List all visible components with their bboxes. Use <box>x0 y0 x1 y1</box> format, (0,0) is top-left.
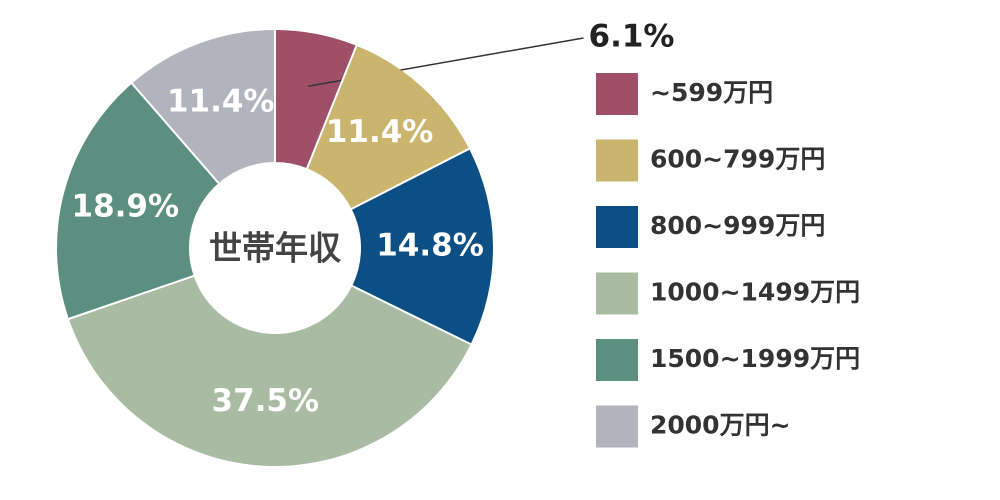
slice-separator <box>306 45 358 169</box>
donut-slice <box>56 83 219 319</box>
data-label: 6.1% <box>589 19 675 55</box>
legend-label: 2000万円~ <box>650 411 791 440</box>
legend-swatch <box>596 339 638 381</box>
data-label: 37.5% <box>212 383 320 419</box>
legend-label: 600~799万円 <box>650 145 825 174</box>
legend-label: ~599万円 <box>650 78 773 107</box>
data-label: 14.8% <box>376 227 484 263</box>
legend-swatch <box>596 139 638 182</box>
legend-swatch <box>596 272 638 315</box>
slice-separator <box>68 275 194 320</box>
center-label: 世帯年収 <box>209 229 342 268</box>
legend-label: 1500~1999万円 <box>650 344 860 373</box>
legend-swatch <box>596 206 638 248</box>
slice-separator <box>131 82 220 184</box>
donut-slice <box>307 45 470 209</box>
legend-label: 1000~1499万円 <box>650 278 860 307</box>
donut-slice <box>131 30 275 184</box>
legend-swatch <box>596 405 638 448</box>
donut-slice <box>68 275 471 466</box>
legend-swatch <box>596 73 638 115</box>
data-label: 11.4% <box>167 83 275 119</box>
donut-slice <box>351 148 493 345</box>
donut-slice <box>275 30 357 169</box>
slice-separator <box>351 285 472 346</box>
data-label: 11.4% <box>326 114 434 150</box>
legend-label: 800~999万円 <box>650 211 825 240</box>
slice-separator <box>351 147 470 210</box>
data-label: 18.9% <box>72 188 180 224</box>
